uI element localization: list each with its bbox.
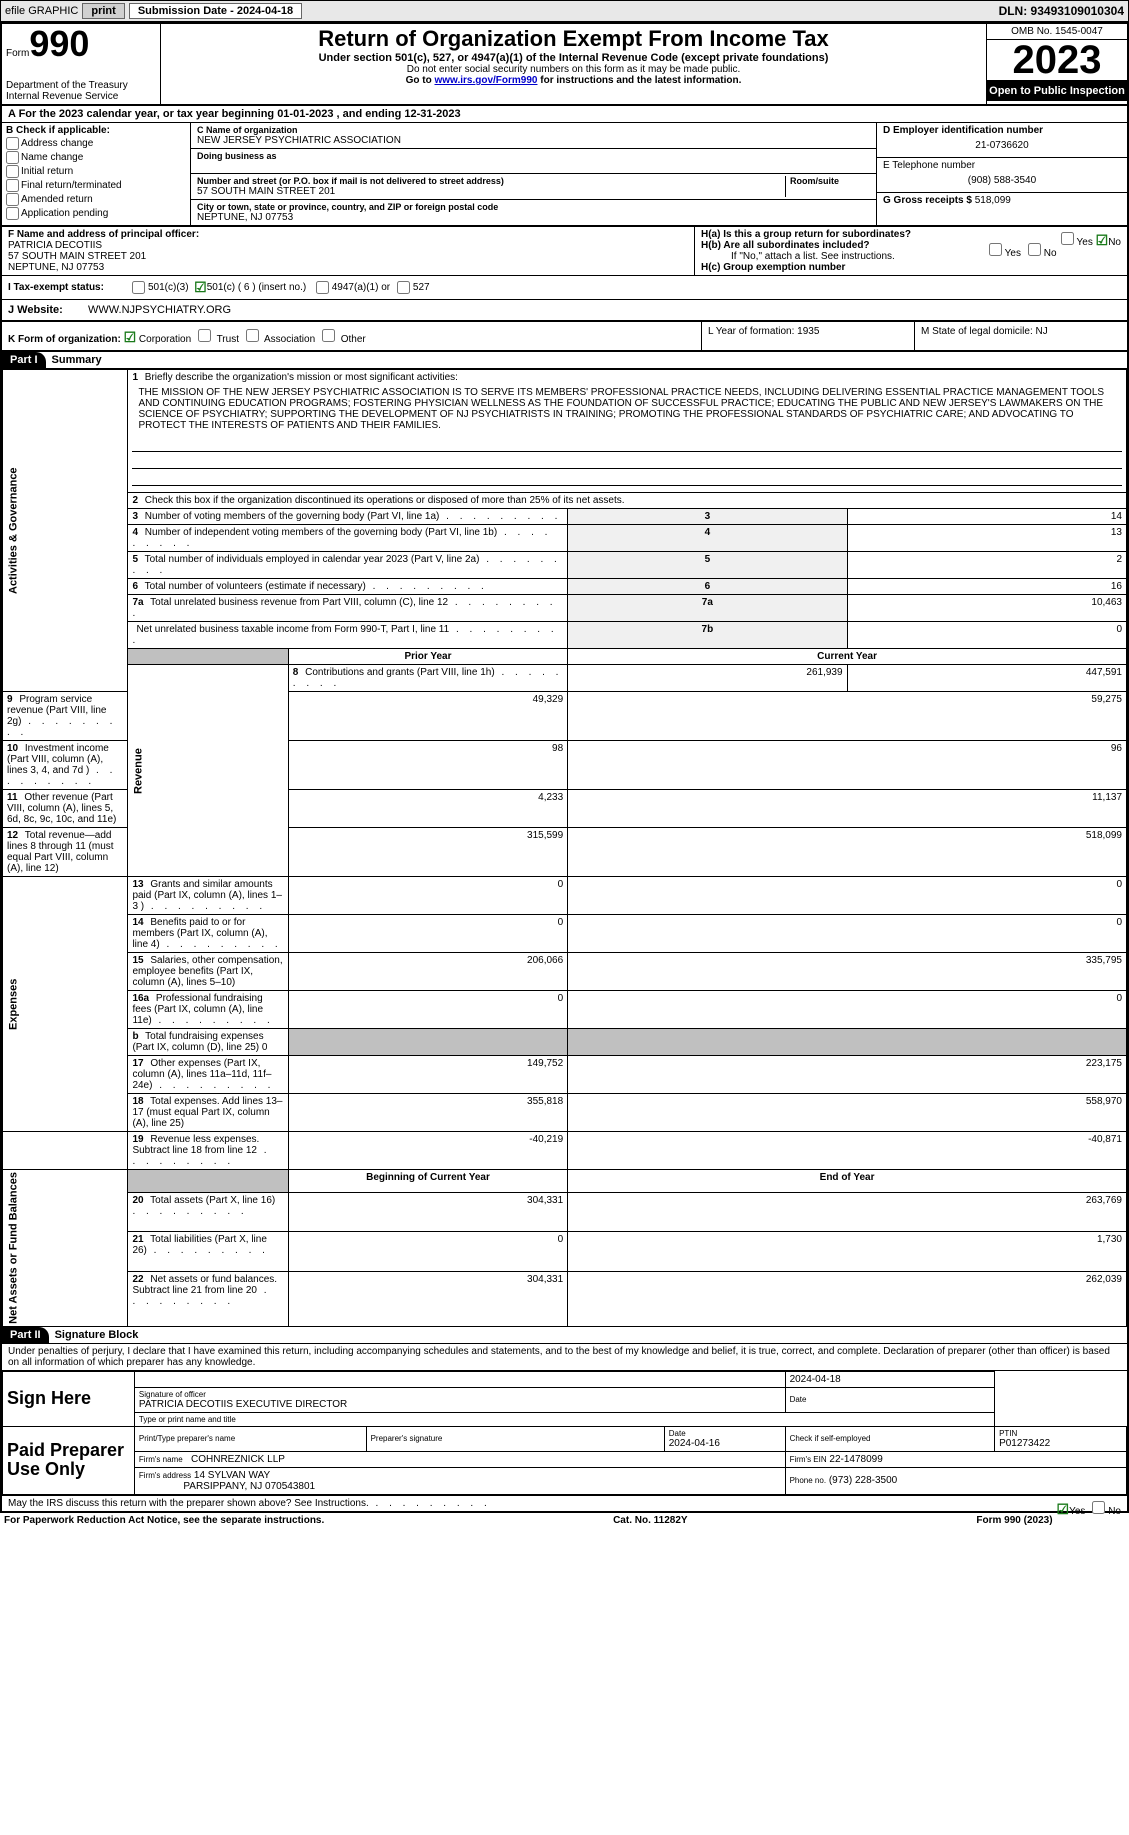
part2-title: Signature Block: [49, 1327, 145, 1343]
tel-label: E Telephone number: [883, 160, 1121, 171]
chk-amended[interactable]: Amended return: [6, 193, 186, 206]
firm-addr1: 14 SYLVAN WAY: [194, 1470, 270, 1481]
gross-label: G Gross receipts $: [883, 195, 972, 206]
ptin-value: P01273422: [999, 1438, 1050, 1449]
org-name-label: C Name of organization: [197, 125, 870, 135]
irs-link[interactable]: www.irs.gov/Form990: [434, 75, 537, 86]
dln-label: DLN: 93493109010304: [999, 4, 1124, 18]
f-street: 57 SOUTH MAIN STREET 201: [8, 251, 688, 262]
ha-row: H(a) Is this a group return for subordin…: [701, 229, 1121, 240]
firm-name: COHNREZNICK LLP: [191, 1454, 285, 1465]
l-year: L Year of formation: 1935: [701, 322, 914, 350]
part2-label: Part II: [2, 1327, 49, 1343]
street-value: 57 SOUTH MAIN STREET 201: [197, 186, 785, 197]
perjury-text: Under penalties of perjury, I declare th…: [2, 1344, 1127, 1371]
ein-label: D Employer identification number: [883, 125, 1121, 136]
form-title: Return of Organization Exempt From Incom…: [169, 26, 978, 52]
f-label: F Name and address of principal officer:: [8, 229, 688, 240]
m-state: M State of legal domicile: NJ: [914, 322, 1127, 350]
chk-initial[interactable]: Initial return: [6, 165, 186, 178]
footer-right: Form 990 (2023): [976, 1515, 1052, 1526]
hc-row: H(c) Group exemption number: [701, 262, 1121, 273]
i-label: I Tax-exempt status:: [8, 282, 128, 293]
chk-4947[interactable]: [316, 281, 329, 294]
j-label: J Website:: [8, 304, 88, 316]
firm-phone: (973) 228-3500: [829, 1475, 897, 1486]
chk-527[interactable]: [397, 281, 410, 294]
sign-here-label: Sign Here: [7, 1388, 130, 1409]
dba-label: Doing business as: [197, 151, 870, 161]
vert-netassets: Net Assets or Fund Balances: [3, 1170, 128, 1327]
website-url: WWW.NJPSYCHIATRY.ORG: [88, 304, 231, 316]
gross-value: 518,099: [975, 195, 1011, 206]
irs-label: Internal Revenue Service: [6, 91, 156, 102]
chk-501c3[interactable]: [132, 281, 145, 294]
discuss-row: May the IRS discuss this return with the…: [2, 1495, 1127, 1511]
form-990: Form990 Department of the Treasury Inter…: [0, 22, 1129, 1513]
part1-label: Part I: [2, 352, 46, 368]
officer-name: PATRICIA DECOTIIS EXECUTIVE DIRECTOR: [139, 1399, 781, 1410]
footer-left: For Paperwork Reduction Act Notice, see …: [4, 1515, 324, 1526]
vert-governance: Activities & Governance: [3, 370, 128, 692]
form-goto: Go to www.irs.gov/Form990 for instructio…: [169, 75, 978, 86]
chk-app[interactable]: Application pending: [6, 207, 186, 220]
page-footer: For Paperwork Reduction Act Notice, see …: [0, 1513, 1057, 1528]
summary-table: Activities & Governance 1 Briefly descri…: [2, 369, 1127, 1327]
f-name: PATRICIA DECOTIIS: [8, 240, 688, 251]
check-501c: ☑: [194, 279, 207, 296]
submission-date: Submission Date - 2024-04-18: [129, 3, 302, 19]
signature-table: Sign Here 2024-04-18 Signature of office…: [2, 1371, 1127, 1495]
tax-year: 2023: [987, 40, 1127, 81]
tel-value: (908) 588-3540: [883, 171, 1121, 190]
firm-ein: 22-1478099: [829, 1454, 882, 1465]
mission-text: THE MISSION OF THE NEW JERSEY PSYCHIATRI…: [132, 383, 1122, 435]
form-note: Do not enter social security numbers on …: [169, 64, 978, 75]
open-public-label: Open to Public Inspection: [987, 81, 1127, 101]
efile-label: efile GRAPHIC: [5, 5, 78, 17]
sig-date: 2024-04-18: [785, 1371, 995, 1387]
city-label: City or town, state or province, country…: [197, 202, 870, 212]
form-subtitle: Under section 501(c), 527, or 4947(a)(1)…: [169, 52, 978, 64]
city-value: NEPTUNE, NJ 07753: [197, 212, 870, 223]
org-name: NEW JERSEY PSYCHIATRIC ASSOCIATION: [197, 135, 870, 146]
paid-preparer-label: Paid Preparer Use Only: [7, 1441, 130, 1481]
f-city: NEPTUNE, NJ 07753: [8, 262, 688, 273]
section-b-label: B Check if applicable:: [6, 125, 186, 136]
top-bar: efile GRAPHIC print Submission Date - 20…: [0, 0, 1129, 22]
room-label: Room/suite: [790, 176, 870, 186]
print-button[interactable]: print: [82, 3, 124, 19]
form-label: Form990: [6, 26, 156, 62]
vert-expenses: Expenses: [3, 877, 128, 1132]
firm-addr2: PARSIPPANY, NJ 070543801: [183, 1481, 315, 1492]
hb-note: If "No," attach a list. See instructions…: [701, 251, 1121, 262]
street-label: Number and street (or P.O. box if mail i…: [197, 176, 785, 186]
section-a: A For the 2023 calendar year, or tax yea…: [2, 106, 1127, 123]
part1-title: Summary: [46, 352, 108, 368]
dept-label: Department of the Treasury: [6, 80, 156, 91]
footer-cat: Cat. No. 11282Y: [613, 1515, 687, 1526]
vert-revenue: Revenue: [128, 665, 288, 877]
chk-name[interactable]: Name change: [6, 151, 186, 164]
k-label: K Form of organization:: [8, 334, 121, 345]
ein-value: 21-0736620: [883, 136, 1121, 155]
chk-final[interactable]: Final return/terminated: [6, 179, 186, 192]
chk-address[interactable]: Address change: [6, 137, 186, 150]
